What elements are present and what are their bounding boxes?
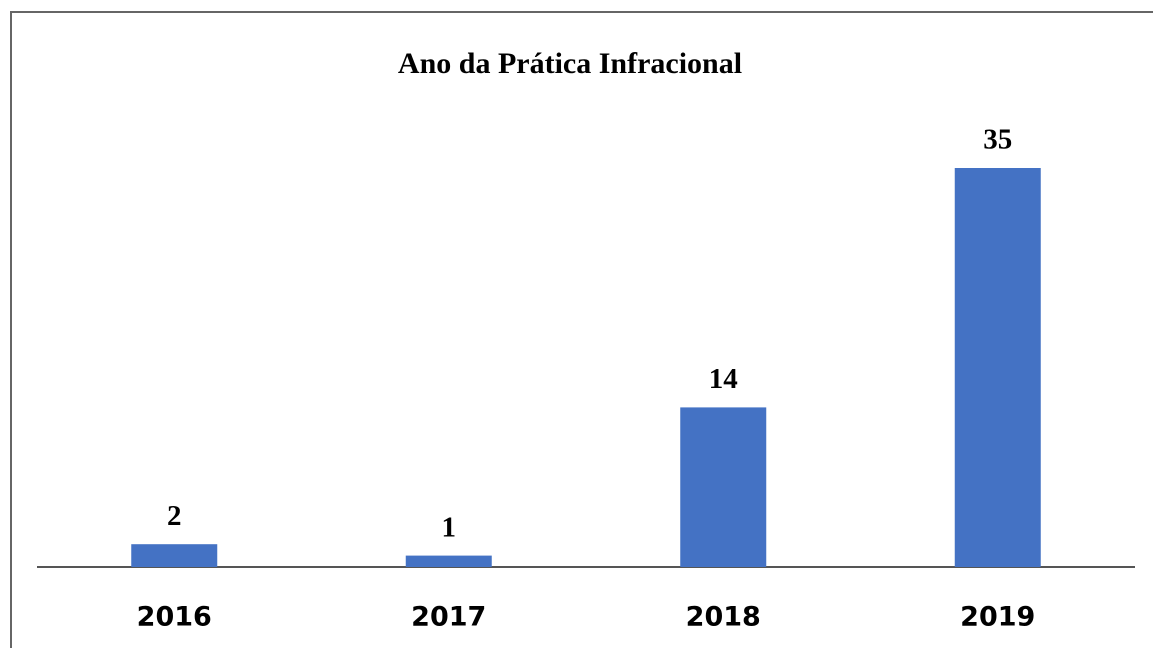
x-tick-label: 2016 (137, 602, 212, 633)
x-tick-label: 2019 (960, 602, 1035, 633)
bar (405, 555, 492, 567)
value-label: 35 (983, 124, 1012, 156)
x-tick-label: 2018 (686, 602, 761, 633)
x-tick-label: 2017 (411, 602, 486, 633)
chart-title: Ano da Prática Infracional (398, 47, 742, 80)
value-label: 1 (442, 511, 457, 543)
bar (954, 168, 1041, 567)
value-label: 14 (709, 363, 738, 395)
value-label: 2 (167, 500, 182, 532)
bar (131, 544, 218, 567)
bar (680, 407, 767, 567)
